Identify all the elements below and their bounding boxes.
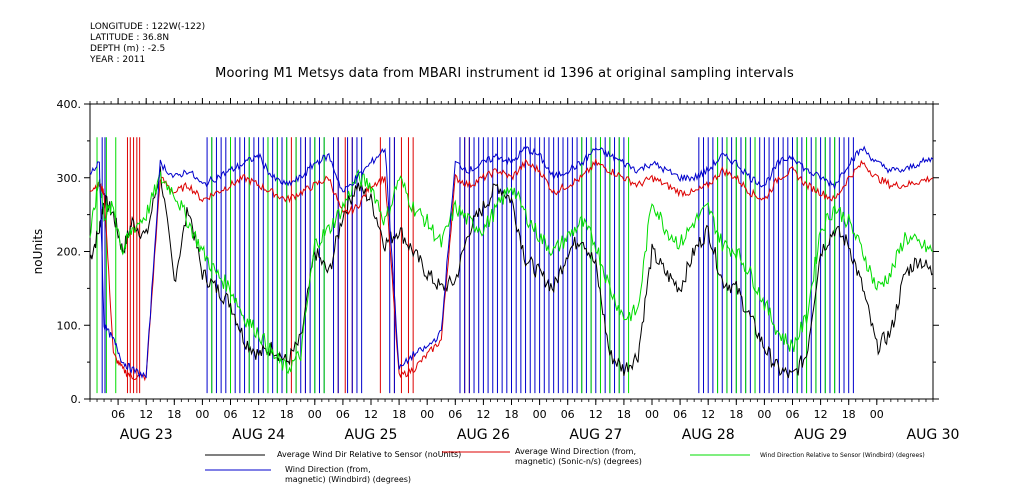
metadata-block: LONGITUDE : 122W(-122) LATITUDE : 36.8N … (90, 22, 205, 66)
x-tick-label: 06 (111, 408, 125, 421)
x-date-label: AUG 28 (682, 427, 735, 443)
x-date-label: AUG 30 (907, 427, 960, 443)
legend-label: Average Wind Direction (from, (515, 447, 636, 456)
legend-label: magnetic) (Windbird) (degrees) (285, 475, 411, 484)
x-date-label: AUG 26 (457, 427, 510, 443)
legend-label: magnetic) (Sonic-n/s) (degrees) (515, 457, 642, 466)
latitude-label: LATITUDE : 36.8N (90, 33, 170, 43)
x-tick-label: 12 (589, 408, 603, 421)
x-tick-label: 00 (757, 408, 771, 421)
x-tick-label: 00 (645, 408, 659, 421)
series-line (89, 145, 934, 379)
x-tick-label: 18 (842, 408, 856, 421)
x-tick-label: 06 (224, 408, 238, 421)
x-tick-label: 18 (729, 408, 743, 421)
y-tick-label: 100. (57, 319, 82, 332)
chart-title: Mooring M1 Metsys data from MBARI instru… (215, 66, 794, 81)
x-date-label: AUG 27 (569, 427, 622, 443)
x-tick-label: 12 (701, 408, 715, 421)
x-date-label: AUG 29 (794, 427, 847, 443)
x-tick-label: 12 (139, 408, 153, 421)
legend-label: Wind Direction Relative to Sensor (Windb… (760, 452, 925, 459)
x-tick-label: 06 (336, 408, 350, 421)
x-tick-label: 00 (533, 408, 547, 421)
x-tick-label: 00 (420, 408, 434, 421)
legend-label: Average Wind Dir Relative to Sensor (noU… (277, 450, 461, 459)
y-tick-label: 300. (57, 172, 82, 185)
x-tick-label: 06 (673, 408, 687, 421)
x-tick-label: 18 (280, 408, 294, 421)
x-tick-label: 00 (870, 408, 884, 421)
x-date-label: AUG 23 (120, 427, 173, 443)
x-date-label: AUG 25 (345, 427, 398, 443)
x-tick-label: 18 (167, 408, 181, 421)
x-date-label: AUG 24 (232, 427, 285, 443)
x-tick-label: 18 (617, 408, 631, 421)
y-tick-label: 200. (57, 246, 82, 259)
series-line (89, 169, 934, 375)
year-label: YEAR : 2011 (90, 55, 146, 65)
x-tick-label: 12 (814, 408, 828, 421)
depth-label: DEPTH (m) : -2.5 (90, 44, 166, 54)
x-tick-label: 06 (786, 408, 800, 421)
longitude-label: LONGITUDE : 122W(-122) (90, 22, 206, 32)
x-tick-label: 12 (252, 408, 266, 421)
x-tick-label: 00 (195, 408, 209, 421)
x-tick-label: 18 (505, 408, 519, 421)
x-tick-label: 06 (448, 408, 462, 421)
y-axis-label: noUnits (31, 229, 45, 275)
x-tick-label: 12 (364, 408, 378, 421)
y-tick-label: 400. (57, 98, 82, 111)
series-line (89, 166, 934, 379)
x-tick-label: 06 (561, 408, 575, 421)
x-tick-label: 18 (392, 408, 406, 421)
legend-label: Wind Direction (from, (285, 465, 371, 474)
x-tick-label: 00 (308, 408, 322, 421)
x-tick-label: 12 (476, 408, 490, 421)
y-tick-label: 0. (71, 393, 82, 406)
series-line (89, 157, 934, 382)
